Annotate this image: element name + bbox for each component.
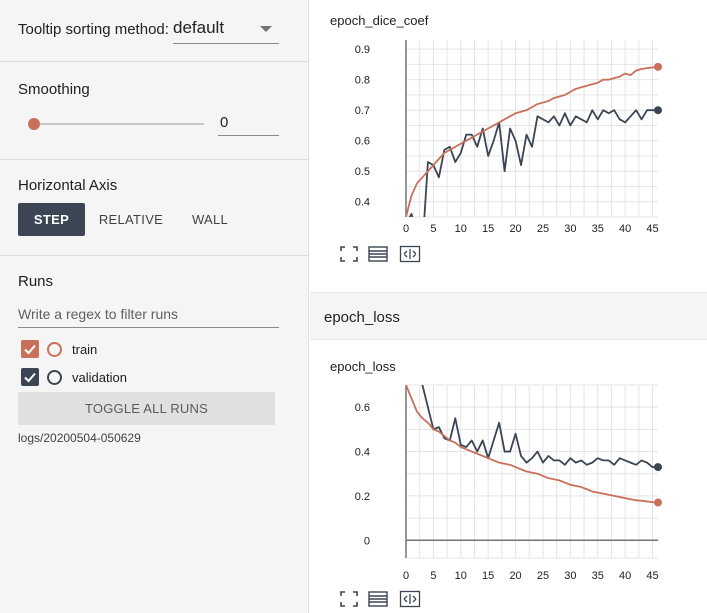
settings-sidebar: Tooltip sorting method: default Smoothin… — [0, 0, 309, 613]
x-tick-label: 20 — [509, 570, 521, 582]
x-tick-label: 25 — [537, 570, 549, 582]
x-tick-label: 15 — [482, 570, 494, 582]
series-end-marker-validation — [654, 106, 662, 115]
x-tick-label: 30 — [564, 223, 576, 235]
series-line-train — [405, 65, 659, 217]
x-tick-label: 15 — [482, 223, 494, 235]
axis-wall-button[interactable]: WALL — [191, 212, 229, 227]
y-tick-label: 0.9 — [355, 44, 370, 56]
series-line-validation — [408, 109, 658, 217]
run-train-color-circle[interactable] — [47, 342, 62, 357]
x-tick-label: 5 — [430, 223, 436, 235]
y-tick-label: 0.5 — [355, 166, 370, 178]
chart-card-dice: epoch_dice_coef 0 5 10 15 20 25 30 35 40 45 0.4 0.5… — [310, 0, 707, 292]
y-tick-label: 0 — [364, 535, 370, 547]
run-validation-color-circle[interactable] — [47, 370, 62, 385]
axis-step-button[interactable]: STEP — [18, 203, 85, 236]
run-train-label: train — [72, 342, 98, 357]
x-tick-label: 5 — [430, 570, 436, 582]
run-validation-label: validation — [72, 370, 127, 385]
x-tick-label: 10 — [455, 570, 467, 582]
smoothing-slider-track[interactable] — [34, 123, 204, 125]
series-group — [405, 385, 659, 504]
fit-domain-icon[interactable] — [399, 245, 421, 263]
expand-icon[interactable] — [338, 590, 360, 608]
chart-card-loss: epoch_loss 0 5 10 15 20 25 30 35 40 45 0 0.2 0.4 0.6 — [310, 340, 707, 613]
x-tick-label: 0 — [403, 570, 409, 582]
x-tick-label: 45 — [646, 223, 658, 235]
data-toggle-icon[interactable] — [367, 590, 389, 608]
dropdown-caret-icon — [260, 26, 272, 32]
runs-section: Runs Write a regex to filter runs train … — [0, 256, 309, 613]
y-tick-label: 0.4 — [355, 197, 370, 209]
axis-relative-button[interactable]: RELATIVE — [98, 212, 164, 227]
x-tick-label: 35 — [592, 223, 604, 235]
y-tick-label: 0.6 — [355, 402, 370, 414]
group-header-loss[interactable]: epoch_loss — [310, 292, 707, 340]
x-tick-label: 10 — [455, 223, 467, 235]
chart-loss: 0 5 10 15 20 25 30 35 40 45 0 0.2 0.4 0.6 — [355, 384, 662, 582]
x-tick-label: 40 — [619, 570, 631, 582]
log-directory-label: logs/20200504-050629 — [18, 431, 141, 445]
run-item-train: train — [21, 340, 261, 360]
x-tick-label: 30 — [564, 570, 576, 582]
chart-actions — [338, 245, 438, 265]
series-line-train — [405, 385, 659, 504]
y-tick-label: 0.4 — [355, 447, 370, 459]
horizontal-axis-title: Horizontal Axis — [18, 177, 118, 194]
x-tick-label: 20 — [509, 223, 521, 235]
y-tick-label: 0.2 — [355, 491, 370, 503]
smoothing-section: Smoothing 0 — [0, 62, 309, 160]
chart-dice-coef: 0 5 10 15 20 25 30 35 40 45 0.4 0.5 0.6 0.7 0.8 0.9 — [355, 40, 662, 235]
x-tick-label: 40 — [619, 223, 631, 235]
run-item-validation: validation — [21, 368, 261, 388]
run-train-checkbox[interactable] — [21, 340, 39, 358]
series-end-marker-train — [654, 62, 662, 71]
x-tick-label: 0 — [403, 223, 409, 235]
checkmark-icon — [24, 372, 36, 383]
charts-panel: epoch_dice_coef 0 5 10 15 20 25 30 35 40 45 0.4 0.5… — [310, 0, 707, 613]
run-validation-checkbox[interactable] — [21, 368, 39, 386]
toggle-all-runs-button[interactable]: TOGGLE ALL RUNS — [18, 392, 275, 425]
series-line-validation — [421, 385, 658, 468]
smoothing-input[interactable]: 0 — [218, 109, 279, 136]
x-tick-label: 45 — [646, 570, 658, 582]
chart-title-dice: epoch_dice_coef — [330, 13, 429, 28]
expand-icon[interactable] — [338, 245, 360, 263]
tooltip-sorting-select[interactable]: default — [173, 14, 279, 44]
runs-title: Runs — [18, 273, 54, 290]
tooltip-sorting-label: Tooltip sorting method: — [18, 21, 169, 38]
chart-actions — [338, 590, 438, 610]
y-tick-label: 0.7 — [355, 105, 370, 117]
group-title-loss: epoch_loss — [324, 309, 400, 326]
runs-filter-placeholder: Write a regex to filter runs — [18, 306, 179, 322]
smoothing-slider-thumb[interactable] — [28, 118, 40, 130]
tooltip-sorting-section: Tooltip sorting method: default — [0, 0, 309, 62]
smoothing-value: 0 — [220, 114, 229, 131]
runs-filter-input[interactable]: Write a regex to filter runs — [18, 302, 279, 328]
x-tick-label: 25 — [537, 223, 549, 235]
chart-title-loss: epoch_loss — [330, 359, 396, 374]
fit-domain-icon[interactable] — [399, 590, 421, 608]
series-group — [405, 65, 659, 217]
tooltip-sorting-value: default — [173, 18, 225, 37]
x-tick-label: 35 — [592, 570, 604, 582]
smoothing-title: Smoothing — [18, 81, 90, 98]
y-tick-label: 0.6 — [355, 136, 370, 148]
data-toggle-icon[interactable] — [367, 245, 389, 263]
checkmark-icon — [24, 344, 36, 355]
horizontal-axis-section: Horizontal Axis STEP RELATIVE WALL — [0, 160, 309, 256]
series-end-marker-validation — [654, 463, 662, 472]
series-end-marker-train — [654, 498, 662, 507]
y-tick-label: 0.8 — [355, 75, 370, 87]
